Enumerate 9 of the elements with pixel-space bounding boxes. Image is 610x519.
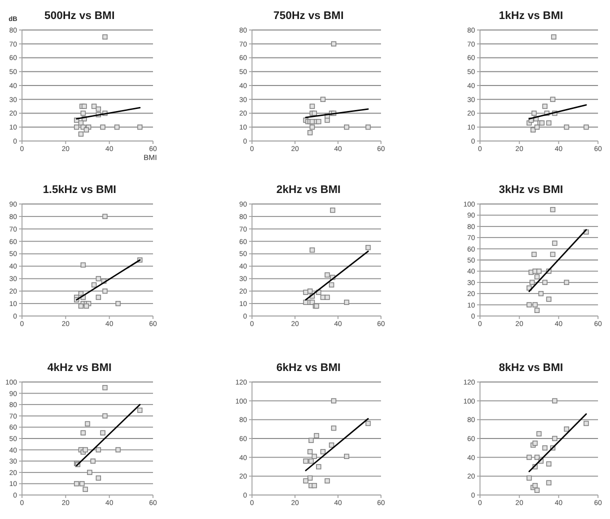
chart-title: 2kHz vs BMI [276,184,341,196]
chart-title: 4kHz vs BMI [47,362,112,374]
chart-title: 750Hz vs BMI [273,10,344,22]
chart-title: 3kHz vs BMI [498,184,564,196]
chart-title: 6kHz vs BMI [276,362,341,374]
chart-title: 1.5kHz vs BMI [42,184,116,196]
chart-title: 1kHz vs BMI [498,10,564,22]
chart-title: 8kHz vs BMI [498,362,564,374]
chart-title: 500Hz vs BMI [44,10,115,22]
